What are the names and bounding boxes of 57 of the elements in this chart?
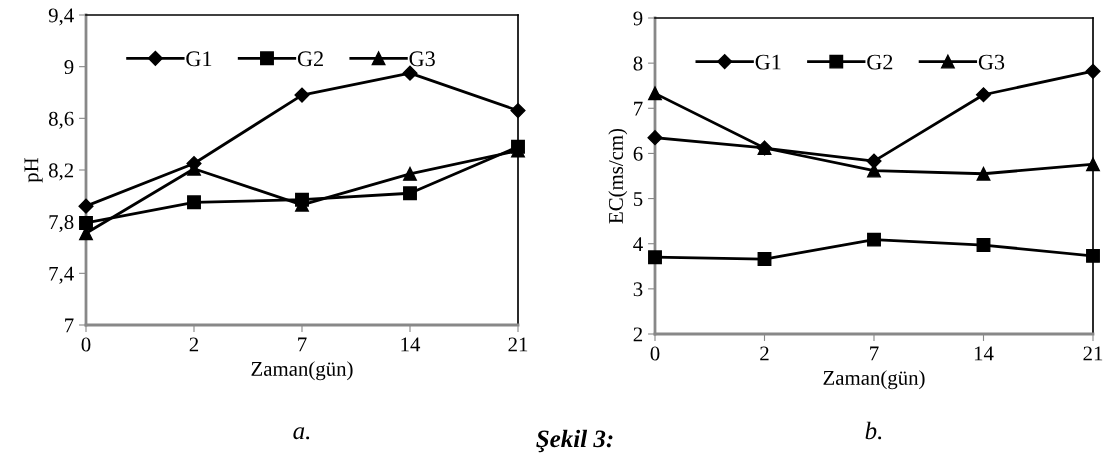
text: b. bbox=[865, 421, 882, 440]
y-tick-label: 2 bbox=[633, 327, 643, 342]
y-tick-label: 5 bbox=[633, 192, 643, 206]
point bbox=[1085, 63, 1101, 79]
y-tick-label: 7 bbox=[634, 101, 643, 116]
y-tick-label: 9 bbox=[633, 11, 643, 26]
x-axis-title: Zaman(gün) bbox=[823, 370, 925, 390]
legend-label: G1 bbox=[186, 51, 212, 67]
x-tick-label: 2 bbox=[189, 337, 199, 352]
y-tick-label: 8,6 bbox=[48, 111, 74, 129]
y-tick-label: 7 bbox=[65, 318, 74, 333]
y-tick-label: 7,8 bbox=[49, 215, 74, 233]
x-axis-title: Zaman(gün) bbox=[251, 361, 353, 381]
point bbox=[648, 250, 662, 265]
y-tick-label: 6 bbox=[633, 146, 643, 161]
x-tick-label: 0 bbox=[650, 346, 660, 361]
x-tick-label: 21 bbox=[508, 337, 528, 352]
y-tick-label: 8 bbox=[633, 56, 643, 71]
x-tick-label: 7 bbox=[298, 337, 307, 352]
point bbox=[187, 195, 201, 210]
point bbox=[647, 130, 663, 146]
text: a. bbox=[293, 427, 310, 440]
x-tick-label: 14 bbox=[401, 337, 421, 352]
legend-label: G2 bbox=[297, 51, 323, 67]
y-tick-label: 3 bbox=[633, 282, 643, 297]
point bbox=[402, 65, 418, 81]
point bbox=[976, 238, 991, 253]
y-tick-label: 7,4 bbox=[49, 266, 74, 284]
legend-label: G2 bbox=[867, 54, 893, 70]
point bbox=[403, 166, 417, 181]
point bbox=[976, 166, 991, 181]
point bbox=[510, 103, 526, 119]
x-tick-label: 21 bbox=[1083, 346, 1103, 361]
point bbox=[648, 86, 662, 101]
y-axis-title: pH bbox=[24, 157, 43, 183]
x-tick-label: 0 bbox=[81, 337, 91, 352]
y-tick-label: 9,4 bbox=[48, 8, 74, 26]
y-tick-label: 4 bbox=[633, 237, 643, 251]
x-tick-label: 14 bbox=[974, 346, 994, 361]
point bbox=[867, 232, 881, 247]
point bbox=[294, 87, 310, 103]
point bbox=[757, 252, 772, 267]
legend-label: G3 bbox=[409, 51, 435, 67]
y-tick-label: 8,2 bbox=[48, 163, 74, 181]
y-tick-label: 9 bbox=[64, 60, 74, 75]
point bbox=[403, 186, 417, 201]
point bbox=[78, 198, 94, 214]
x-tick-label: 2 bbox=[760, 346, 769, 361]
point bbox=[1086, 248, 1100, 263]
point bbox=[975, 87, 992, 103]
y-axis-title: EC(ms/cm) bbox=[608, 128, 628, 224]
point bbox=[79, 216, 93, 230]
point bbox=[1086, 157, 1100, 172]
x-tick-label: 7 bbox=[870, 346, 879, 361]
legend-label: G1 bbox=[755, 54, 781, 70]
legend-label: G3 bbox=[978, 54, 1005, 70]
text: Şekil 3: bbox=[536, 429, 613, 453]
